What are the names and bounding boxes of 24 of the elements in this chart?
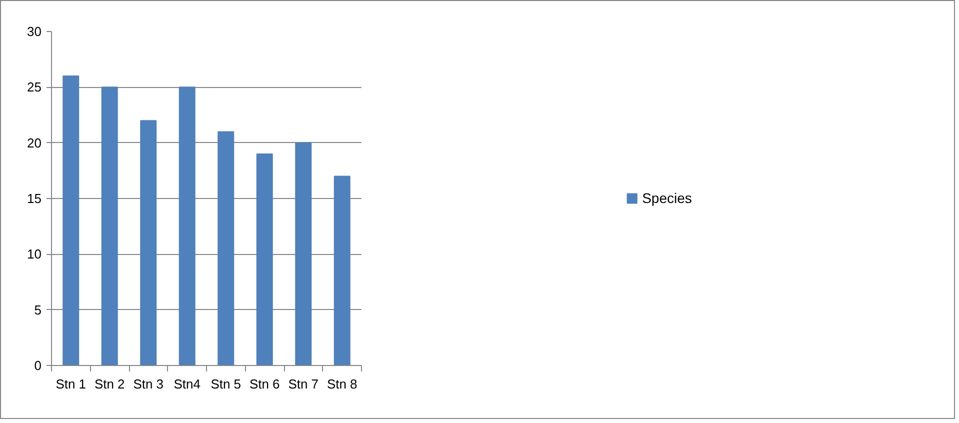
- x-tick-label: Stn 2: [94, 376, 125, 392]
- bar: [334, 176, 350, 366]
- bar: [101, 86, 118, 366]
- y-tick-label: 5: [34, 302, 42, 318]
- y-tick-label: 0: [34, 358, 42, 373]
- x-tick-label: Stn 6: [249, 376, 280, 392]
- x-tick-label: Stn 1: [56, 376, 86, 392]
- y-tick-label: 30: [27, 24, 42, 39]
- bar: [62, 76, 80, 366]
- x-tick-label: Stn 7: [288, 376, 319, 392]
- bar: [256, 153, 273, 366]
- x-tick-label: Stn 8: [326, 376, 358, 392]
- bar: [295, 142, 312, 366]
- bar: [218, 131, 234, 366]
- y-tick-label: 10: [27, 246, 42, 262]
- y-tick-label: 15: [27, 191, 42, 206]
- x-tick-label: Stn4: [174, 376, 201, 392]
- x-tick-label: Stn 5: [210, 376, 242, 392]
- bar: [178, 86, 196, 366]
- y-tick-label: 20: [27, 135, 42, 150]
- legend-label: Species: [642, 190, 692, 206]
- y-tick-label: 25: [27, 80, 42, 95]
- bar: [140, 120, 157, 366]
- x-tick-label: Stn 3: [133, 376, 164, 392]
